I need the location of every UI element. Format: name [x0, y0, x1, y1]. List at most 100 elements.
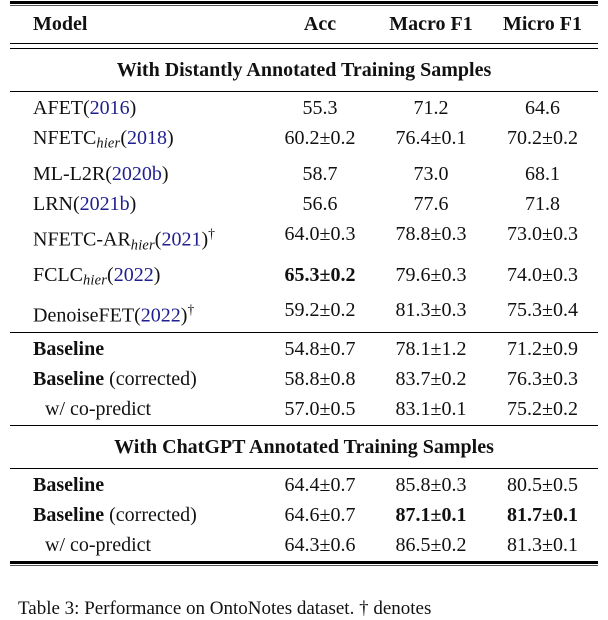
- column-header-macro-f1: Macro F1: [389, 13, 473, 35]
- macro-f1-value: 78.1±1.2: [395, 338, 467, 361]
- acc-value: 64.4±0.7: [284, 474, 356, 497]
- model-cell: ML-L2R(2020b): [33, 162, 169, 185]
- micro-f1-value: 81.7±0.1: [507, 504, 578, 527]
- model-suffix: (corrected): [104, 504, 197, 527]
- table-row: w/ co-predict 57.0±0.5 83.1±0.1 75.2±0.2: [10, 394, 598, 424]
- citation-year-link[interactable]: 2020b: [111, 162, 162, 185]
- rule-mid-1: [10, 332, 598, 334]
- macro-f1-value: 78.8±0.3: [395, 222, 467, 245]
- micro-f1-value: 81.3±0.1: [507, 534, 578, 557]
- macro-f1-value: 76.4±0.1: [395, 127, 467, 149]
- table-row: Baseline (corrected) 64.6±0.7 87.1±0.1 81.7…: [10, 500, 598, 530]
- section-title-distant: With Distantly Annotated Training Sample…: [116, 59, 492, 81]
- rule-bottom: [10, 561, 598, 567]
- citation-year-link[interactable]: 2022: [113, 263, 154, 286]
- rule-section-2: [10, 468, 598, 470]
- micro-f1-value: 64.6: [525, 97, 560, 119]
- table-row: DenoiseFET(2022)† 59.2±0.2 81.3±0.3 75.3±0.…: [10, 295, 598, 331]
- model-name: FCLC: [33, 263, 84, 286]
- table-caption: Table 3: Performance on OntoNotes datase…: [18, 598, 432, 620]
- acc-value: 64.0±0.3: [284, 222, 356, 245]
- table-row: ML-L2R(2020b) 58.7 73.0 68.1: [10, 159, 598, 189]
- table-row: Baseline (corrected) 58.8±0.8 83.7±0.2 76.3…: [10, 364, 598, 394]
- model-cell: LRN(2021b): [33, 192, 137, 215]
- model-cell: w/ co-predict: [10, 394, 265, 424]
- acc-value: 55.3: [302, 97, 338, 119]
- table-row: w/ co-predict 64.3±0.6 86.5±0.2 81.3±0.1: [10, 530, 598, 560]
- acc-value: 64.3±0.6: [284, 534, 356, 557]
- micro-f1-value: 71.2±0.9: [507, 338, 578, 361]
- model-name: w/ co-predict: [45, 534, 152, 557]
- dagger-marker: †: [208, 225, 215, 241]
- macro-f1-value: 85.8±0.3: [395, 474, 467, 497]
- table-row: AFET(2016) 55.3 71.2 64.6: [10, 93, 598, 123]
- model-subscript: hier: [130, 236, 155, 253]
- micro-f1-value: 74.0±0.3: [507, 263, 578, 286]
- macro-f1-value: 79.6±0.3: [395, 263, 467, 286]
- dagger-marker: †: [187, 302, 195, 318]
- micro-f1-value: 80.5±0.5: [507, 474, 578, 497]
- model-name: ML-L2R: [33, 162, 106, 185]
- model-cell: Baseline (corrected): [10, 500, 265, 530]
- citation-year-link[interactable]: 2022: [140, 305, 181, 328]
- table-row: LRN(2021b) 56.6 77.6 71.8: [10, 189, 598, 219]
- column-header-model: Model: [33, 13, 88, 35]
- model-name: AFET: [33, 97, 83, 119]
- acc-value: 59.2±0.2: [284, 299, 356, 322]
- model-suffix: (corrected): [104, 368, 197, 391]
- micro-f1-value: 73.0±0.3: [507, 222, 578, 245]
- micro-f1-value: 75.3±0.4: [507, 299, 578, 322]
- model-subscript: hier: [83, 272, 108, 289]
- section-title-chatgpt: With ChatGPT Annotated Training Samples: [114, 436, 494, 459]
- citation-year-link[interactable]: 2016: [89, 97, 130, 119]
- table-row: Baseline 64.4±0.7 85.8±0.3 80.5±0.5: [10, 470, 598, 500]
- macro-f1-value: 77.6: [413, 192, 449, 215]
- model-name: NFETC: [33, 127, 97, 149]
- rule-top: [10, 1, 598, 6]
- rule-section-1: [10, 91, 598, 92]
- rule-header-separator: [10, 43, 598, 49]
- table-row: NFETC-ARhier(2021)† 64.0±0.3 78.8±0.3 73.0±…: [10, 219, 598, 260]
- model-name: Baseline: [33, 474, 105, 497]
- micro-f1-value: 68.1: [525, 162, 560, 185]
- macro-f1-value: 81.3±0.3: [395, 299, 467, 322]
- citation-year-link[interactable]: 2018: [127, 127, 167, 149]
- model-name: w/ co-predict: [45, 398, 152, 421]
- acc-value: 58.8±0.8: [284, 368, 356, 391]
- macro-f1-value: 83.7±0.2: [395, 368, 467, 391]
- table-row: NFETChier(2018) 60.2±0.2 76.4±0.1 70.2±0.2: [10, 123, 598, 159]
- macro-f1-value: 71.2: [413, 97, 449, 119]
- results-table: Model Acc Macro F1 Micro F1 With Distant…: [10, 1, 598, 567]
- macro-f1-value: 83.1±0.1: [395, 398, 467, 421]
- micro-f1-value: 71.8: [525, 192, 560, 215]
- table-row: FCLChier(2022) 65.3±0.2 79.6±0.3 74.0±0.3: [10, 260, 598, 296]
- model-subscript: hier: [96, 135, 121, 152]
- model-cell: NFETChier(2018): [33, 127, 174, 152]
- table-row: Baseline 54.8±0.7 78.1±1.2 71.2±0.9: [10, 334, 598, 364]
- model-name: DenoiseFET: [33, 305, 135, 328]
- acc-value: 54.8±0.7: [284, 338, 356, 361]
- row-group-sota: AFET(2016) 55.3 71.2 64.6 NFETChier(2018) 60.…: [10, 92, 598, 332]
- model-name: Baseline: [33, 368, 105, 391]
- model-cell: w/ co-predict: [10, 530, 265, 560]
- model-cell: DenoiseFET(2022)†: [33, 302, 195, 328]
- acc-value: 57.0±0.5: [284, 398, 356, 421]
- micro-f1-value: 76.3±0.3: [507, 368, 578, 391]
- row-group-baseline-chatgpt: Baseline 64.4±0.7 85.8±0.3 80.5±0.5 Baseline…: [10, 469, 598, 561]
- citation-year-link[interactable]: 2021: [161, 228, 202, 251]
- column-header-micro-f1: Micro F1: [502, 13, 583, 35]
- model-name: NFETC-AR: [33, 228, 131, 251]
- model-cell: Baseline: [10, 334, 265, 364]
- model-cell: FCLChier(2022): [33, 263, 161, 289]
- micro-f1-value: 70.2±0.2: [507, 127, 578, 149]
- row-group-baseline-distant: Baseline 54.8±0.7 78.1±1.2 71.2±0.9 Baseline…: [10, 333, 598, 425]
- model-name: Baseline: [33, 504, 105, 527]
- acc-value: 60.2±0.2: [284, 127, 356, 149]
- rule-mid-2: [10, 425, 598, 427]
- acc-value: 65.3±0.2: [284, 263, 356, 286]
- macro-f1-value: 87.1±0.1: [395, 504, 467, 527]
- acc-value: 64.6±0.7: [284, 504, 356, 527]
- model-cell: Baseline: [10, 470, 265, 500]
- micro-f1-value: 75.2±0.2: [507, 398, 578, 421]
- citation-year-link[interactable]: 2021b: [79, 192, 130, 215]
